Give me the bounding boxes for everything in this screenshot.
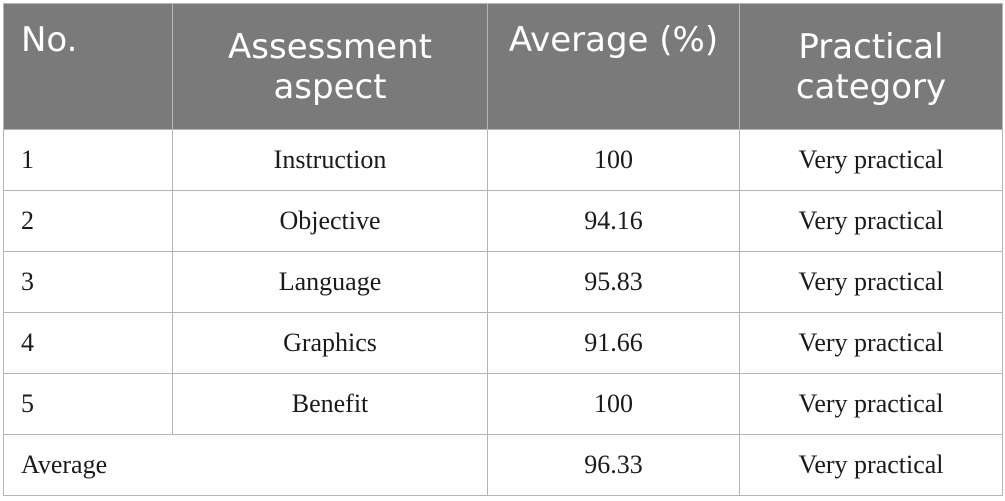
header-average-text: Average (%): [508, 20, 719, 60]
table-header: No. Assessment aspect Average (%) Practi…: [3, 3, 1003, 130]
summary-average: 96.33: [487, 434, 740, 496]
header-average: Average (%): [487, 3, 740, 130]
header-practical-category-line2: category: [795, 66, 947, 107]
table-row: 2 Objective 94.16 Very practical: [3, 190, 1003, 252]
row-category: Very practical: [739, 373, 1003, 435]
header-assessment-aspect-line1: Assessment: [228, 26, 432, 67]
header-row: No. Assessment aspect Average (%) Practi…: [3, 3, 1003, 130]
row-category: Very practical: [739, 251, 1003, 313]
row-average: 95.83: [487, 251, 740, 313]
row-average: 100: [487, 373, 740, 435]
header-no-text: No.: [21, 20, 78, 60]
header-no: No.: [3, 3, 173, 130]
row-category: Very practical: [739, 190, 1003, 252]
table-row: 4 Graphics 91.66 Very practical: [3, 312, 1003, 374]
row-no: 3: [3, 251, 173, 313]
row-aspect: Graphics: [172, 312, 488, 374]
row-no: 4: [3, 312, 173, 374]
header-practical-category: Practical category: [739, 3, 1003, 130]
row-aspect: Instruction: [172, 129, 488, 191]
row-no: 5: [3, 373, 173, 435]
table-row: 1 Instruction 100 Very practical: [3, 129, 1003, 191]
row-average: 94.16: [487, 190, 740, 252]
header-practical-category-line1: Practical: [798, 26, 944, 67]
table-row: 3 Language 95.83 Very practical: [3, 251, 1003, 313]
row-average: 100: [487, 129, 740, 191]
row-aspect: Objective: [172, 190, 488, 252]
table-row: 5 Benefit 100 Very practical: [3, 373, 1003, 435]
summary-row: Average 96.33 Very practical: [3, 434, 1003, 496]
row-no: 1: [3, 129, 173, 191]
results-table: No. Assessment aspect Average (%) Practi…: [3, 3, 1003, 496]
summary-label: Average: [3, 434, 488, 496]
row-category: Very practical: [739, 312, 1003, 374]
summary-category: Very practical: [739, 434, 1003, 496]
row-category: Very practical: [739, 129, 1003, 191]
table-body: 1 Instruction 100 Very practical 2 Objec…: [3, 129, 1003, 496]
row-no: 2: [3, 190, 173, 252]
header-assessment-aspect: Assessment aspect: [172, 3, 488, 130]
header-assessment-aspect-line2: aspect: [273, 66, 387, 107]
row-aspect: Benefit: [172, 373, 488, 435]
row-aspect: Language: [172, 251, 488, 313]
row-average: 91.66: [487, 312, 740, 374]
